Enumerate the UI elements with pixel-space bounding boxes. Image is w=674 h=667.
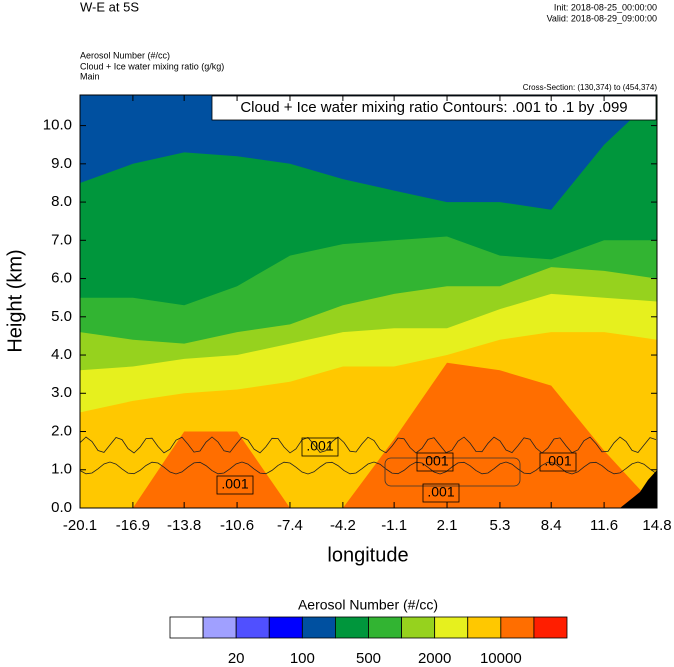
x-tick-label: -4.2: [330, 517, 356, 534]
contour-label-box: [301, 437, 339, 457]
contour-label: .001: [544, 453, 571, 469]
x-tick-label: -13.8: [167, 517, 201, 534]
contour-info: Cloud + Ice water mixing ratio Contours:…: [240, 99, 627, 116]
colorbar-label: 100: [290, 650, 315, 667]
x-tick-label: -7.4: [277, 517, 303, 534]
x-tick-label: 14.8: [642, 517, 671, 534]
x-axis-label: longitude: [327, 544, 408, 566]
contour-label-box: [216, 475, 254, 495]
contour-label-box: [416, 452, 454, 472]
x-tick-label: -16.9: [116, 517, 150, 534]
contour-label: .001: [306, 438, 333, 454]
y-tick-label: 2.0: [51, 422, 72, 439]
contour-label-box: [539, 452, 577, 472]
x-tick-label: 11.6: [590, 517, 618, 534]
y-tick-label: 6.0: [51, 270, 72, 287]
y-tick-label: 10.0: [43, 117, 72, 134]
x-tick-label: -10.6: [220, 517, 254, 534]
x-tick-label: 8.4: [541, 517, 562, 534]
field-name: Cloud + Ice water mixing ratio (g/kg): [80, 61, 224, 71]
colorbar-swatch: [434, 616, 469, 639]
contour-label: .001: [427, 484, 454, 500]
y-axis-label: Height (km): [4, 249, 26, 352]
y-tick-label: 5.0: [51, 308, 72, 325]
colorbar-swatch: [235, 616, 270, 639]
colorbar-swatch: [169, 616, 204, 639]
y-tick-label: 9.0: [51, 155, 72, 172]
colorbar-swatch: [401, 616, 436, 639]
info-box-bg: [211, 95, 657, 121]
colorbar-swatch: [335, 616, 369, 639]
colorbar-swatch: [368, 616, 402, 639]
plot-area: .001 .001 .001 .001 .001: [79, 94, 658, 509]
chart-title: W-E at 5S: [80, 0, 139, 14]
contour-loop: [384, 457, 521, 487]
y-tick-label: 1.0: [51, 461, 72, 478]
colorbar-label: 10000: [480, 650, 522, 667]
y-tick-label: 7.0: [51, 231, 72, 248]
colorbar-swatch: [202, 616, 237, 639]
x-tick-label: -20.1: [63, 517, 97, 534]
y-tick-label: 4.0: [51, 346, 72, 363]
init-time: Init: 2018-08-25_00:00:00: [554, 2, 657, 12]
contour-label: .001: [421, 453, 448, 469]
x-tick-label: -1.1: [381, 517, 407, 534]
field-layer: [80, 362, 657, 508]
plot-frame: [79, 94, 658, 509]
colorbar-swatch: [301, 616, 336, 639]
colorbar-swatch: [268, 616, 303, 639]
colorbar-label: 2000: [418, 650, 451, 667]
field-name: Aerosol Number (#/cc): [80, 50, 170, 60]
colorbar-title: Aerosol Number (#/cc): [298, 597, 438, 613]
colorbar-swatch: [467, 616, 502, 639]
contour-line: [79, 461, 657, 475]
x-tick-label: 2.1: [437, 517, 458, 534]
y-tick-label: 0.0: [51, 499, 72, 516]
colorbar-swatch: [500, 616, 535, 639]
colorbar-label: 500: [356, 650, 381, 667]
field-name: Main: [80, 71, 100, 81]
colorbar-swatch: [533, 616, 568, 639]
y-tick-label: 8.0: [51, 193, 72, 210]
x-tick-label: 5.3: [490, 517, 511, 534]
terrain: [620, 470, 657, 508]
y-tick-label: 3.0: [51, 384, 72, 401]
contour-label: .001: [221, 476, 248, 492]
cross-section: Cross-Section: (130,374) to (454,374): [523, 83, 658, 92]
colorbar-label: 20: [228, 650, 245, 667]
valid-time: Valid: 2018-08-29_09:00:00: [547, 13, 657, 23]
contour-line: [79, 436, 657, 454]
contour-label-box: [422, 483, 460, 503]
